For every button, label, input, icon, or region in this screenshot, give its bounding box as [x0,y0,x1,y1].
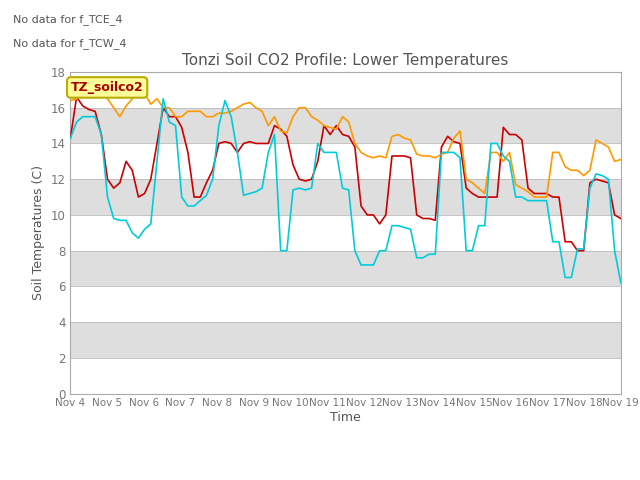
Title: Tonzi Soil CO2 Profile: Lower Temperatures: Tonzi Soil CO2 Profile: Lower Temperatur… [182,53,509,68]
Bar [70,144,621,179]
X-axis label: Time: Time [330,411,361,424]
Bar [70,108,621,144]
Bar [70,322,621,358]
Bar [70,215,621,251]
Bar [70,287,621,322]
Text: No data for f_TCW_4: No data for f_TCW_4 [13,38,126,49]
Bar [70,358,621,394]
Y-axis label: Soil Temperatures (C): Soil Temperatures (C) [32,165,45,300]
Bar [70,179,621,215]
Text: TZ_soilco2: TZ_soilco2 [71,81,143,94]
Bar [70,72,621,108]
Bar [70,251,621,287]
Text: No data for f_TCE_4: No data for f_TCE_4 [13,14,122,25]
Legend: Open -8cm, Tree -8cm, Tree2 -8cm: Open -8cm, Tree -8cm, Tree2 -8cm [159,477,532,480]
